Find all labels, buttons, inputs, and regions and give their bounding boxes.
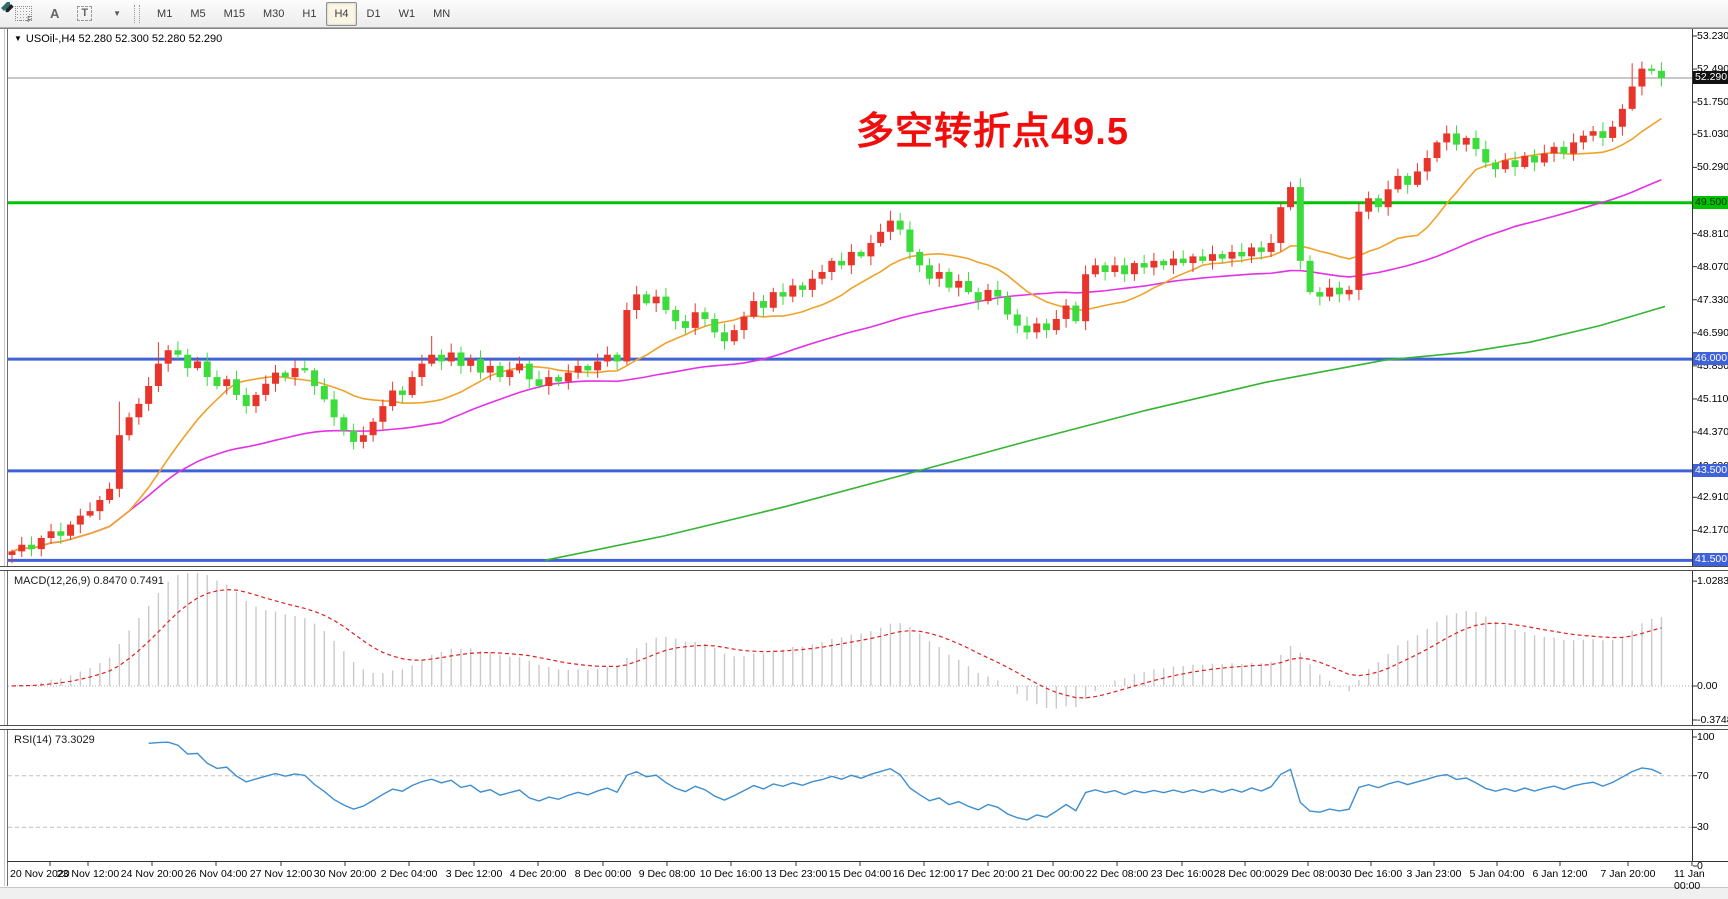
- symbol-info-label: ▼ USOil-,H4 52.280 52.300 52.280 52.290: [14, 33, 223, 45]
- window-bottom-strip: [0, 887, 1728, 899]
- timeframe-button-h1[interactable]: H1: [302, 7, 317, 20]
- rsi-axis-label: 30: [1697, 821, 1709, 834]
- toolbar: F A T ▼ M1 M5 M15 M30 H1 H4 D1 W1 MN: [0, 0, 1728, 28]
- dropdown-caret-icon: ▼: [113, 9, 122, 18]
- mid-ma-line: [11, 179, 1662, 553]
- price-axis-label: 45.110: [1697, 392, 1728, 405]
- time-axis-label: 6 Jan 12:00: [1532, 868, 1588, 880]
- time-axis-label: 16 Dec 12:00: [892, 868, 956, 880]
- time-axis-label: 2 Dec 04:00: [380, 868, 438, 880]
- time-axis-label: 29 Dec 08:00: [1276, 868, 1340, 880]
- arrows-icon: [1, 2, 14, 13]
- rsi-axis-label: 100: [1697, 731, 1715, 743]
- timeframe-button-mn[interactable]: MN: [433, 7, 451, 20]
- time-axis-label: 10 Dec 16:00: [699, 868, 763, 880]
- time-axis-label: 4 Dec 20:00: [509, 868, 567, 880]
- rsi-line: [148, 741, 1662, 821]
- timeframe-button-m5[interactable]: M5: [190, 7, 206, 20]
- price-axis-label: 51.030: [1697, 128, 1728, 141]
- time-axis-label: 5 Jan 04:00: [1469, 868, 1525, 880]
- timeframe-button-w1[interactable]: W1: [398, 7, 416, 20]
- level-badge-41.5: 41.500: [1693, 553, 1728, 567]
- time-axis-label: 20 Nov 2020: [10, 868, 70, 880]
- time-axis-label: 11 Jan 00:00: [1674, 868, 1705, 892]
- time-axis-label: 13 Dec 23:00: [764, 868, 828, 880]
- macd-indicator-label: MACD(12,26,9) 0.8470 0.7491: [14, 575, 164, 587]
- price-axis-label: 48.070: [1697, 260, 1728, 273]
- text-box-tool-button[interactable]: T: [69, 2, 100, 26]
- chart-annotation-text[interactable]: 多空转折点49.5: [856, 111, 1129, 153]
- symbol-dropdown-icon[interactable]: ▼: [14, 34, 22, 43]
- price-axis-label: 46.590: [1697, 326, 1728, 339]
- macd-axis-label: -0.3748: [1697, 714, 1728, 726]
- price-axis-label: 48.810: [1697, 227, 1728, 240]
- candlesticks: [8, 61, 1665, 564]
- price-axis-label: 50.290: [1697, 161, 1728, 174]
- time-axis-label: 23 Dec 16:00: [1150, 868, 1214, 880]
- arrow-objects-tool-button[interactable]: ▼: [1, 2, 129, 26]
- price-axis-label: 42.910: [1697, 491, 1728, 504]
- time-axis-label: 28 Dec 00:00: [1213, 868, 1277, 880]
- slow-ma-line: [544, 305, 1666, 562]
- price-axis-label: 51.750: [1697, 96, 1728, 109]
- grid-icon: F: [15, 6, 32, 24]
- time-axis-label: 23 Nov 12:00: [56, 868, 120, 880]
- time-axis-label: 3 Jan 23:00: [1406, 868, 1462, 880]
- time-axis-label: 26 Nov 04:00: [184, 868, 248, 880]
- time-axis-label: 30 Nov 20:00: [313, 868, 377, 880]
- time-axis-label: 15 Dec 04:00: [828, 868, 892, 880]
- timeframe-button-d1[interactable]: D1: [366, 7, 381, 20]
- macd-axis-label: 1.0283: [1697, 575, 1728, 588]
- text-label-icon: A: [50, 6, 60, 21]
- price-axis-label: 53.230: [1697, 30, 1728, 42]
- time-axis-label: 3 Dec 12:00: [445, 868, 503, 880]
- macd-signal-line: [11, 589, 1662, 699]
- price-axis-label: 47.330: [1697, 293, 1728, 306]
- current-price-badge: 52.290: [1693, 71, 1728, 85]
- macd-axis-label: 0.00: [1697, 680, 1718, 692]
- time-axis-label: 27 Nov 12:00: [249, 868, 313, 880]
- timeframe-button-m1[interactable]: M1: [157, 7, 173, 20]
- rsi-indicator-label: RSI(14) 73.3029: [14, 734, 95, 746]
- timeframe-button-m30[interactable]: M30: [263, 7, 285, 20]
- timeframe-button-group: M1 M5 M15 M30 H1 H4 D1 W1 MN: [148, 1, 459, 26]
- timeframe-button-h4[interactable]: H4: [326, 1, 357, 26]
- time-axis-label: 17 Dec 20:00: [956, 868, 1020, 880]
- level-badge-46: 46.000: [1693, 352, 1728, 366]
- timeframe-button-m15[interactable]: M15: [223, 7, 246, 20]
- time-axis-label: 9 Dec 08:00: [638, 868, 696, 880]
- price-axis-label: 42.170: [1697, 524, 1728, 537]
- toolbar-drag-handle[interactable]: [134, 4, 141, 23]
- time-axis-label: 22 Dec 08:00: [1085, 868, 1149, 880]
- level-badge-43.5: 43.500: [1693, 463, 1728, 477]
- panel-separator-macd[interactable]: [0, 566, 1728, 571]
- rsi-axis-label: 70: [1697, 769, 1709, 782]
- grid-template-tool-button[interactable]: F: [7, 2, 40, 26]
- time-axis-label: 21 Dec 00:00: [1021, 868, 1085, 880]
- text-box-icon: T: [77, 6, 93, 21]
- time-axis-label: 8 Dec 00:00: [574, 868, 632, 880]
- macd-histogram: [21, 573, 1663, 709]
- text-label-tool-button[interactable]: A: [42, 2, 67, 26]
- time-axis-label: 24 Nov 20:00: [120, 868, 184, 880]
- rsi-axis-label: 0: [1697, 860, 1703, 872]
- price-axis-label: 44.370: [1697, 426, 1728, 439]
- fast-ma-line: [11, 117, 1662, 553]
- time-axis-label: 7 Jan 20:00: [1600, 868, 1656, 880]
- panel-separator-rsi[interactable]: [0, 725, 1728, 730]
- level-badge-49.5: 49.500: [1693, 195, 1728, 209]
- time-axis-label: 30 Dec 16:00: [1339, 868, 1403, 880]
